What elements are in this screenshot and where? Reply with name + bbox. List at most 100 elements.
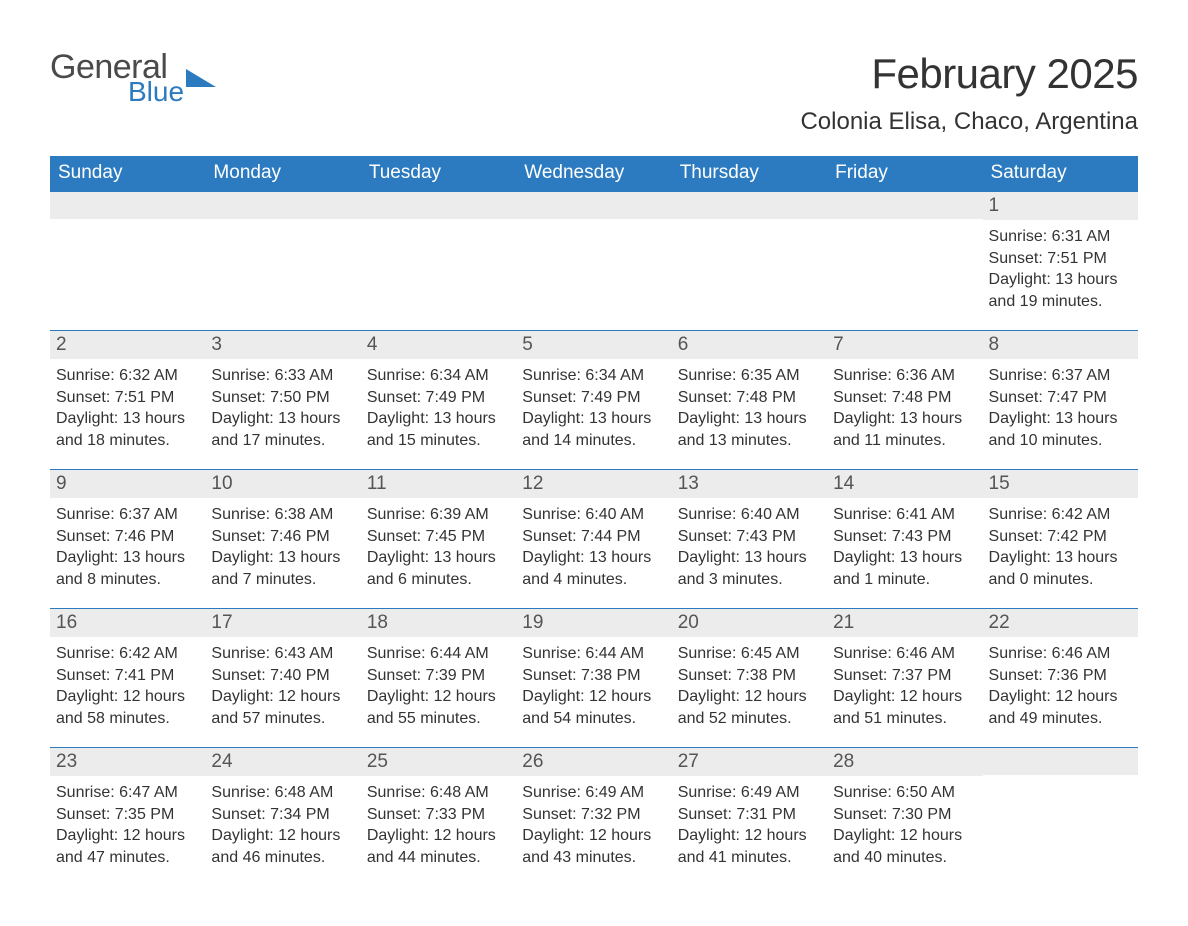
day-cell-empty: [672, 192, 827, 330]
sunset-line: Sunset: 7:38 PM: [678, 665, 821, 687]
day-number: 18: [361, 609, 516, 637]
daylight-line: Daylight: 13 hours and 13 minutes.: [678, 408, 821, 451]
sunset-line: Sunset: 7:45 PM: [367, 526, 510, 548]
day-cell: 9Sunrise: 6:37 AMSunset: 7:46 PMDaylight…: [50, 470, 205, 608]
day-number: [672, 192, 827, 219]
day-cell: 6Sunrise: 6:35 AMSunset: 7:48 PMDaylight…: [672, 331, 827, 469]
sunrise-line: Sunrise: 6:49 AM: [522, 782, 665, 804]
day-content: Sunrise: 6:48 AMSunset: 7:33 PMDaylight:…: [367, 782, 510, 868]
title-block: February 2025 Colonia Elisa, Chaco, Arge…: [800, 50, 1138, 136]
weekday-header-row: Sunday Monday Tuesday Wednesday Thursday…: [50, 156, 1138, 192]
sunset-line: Sunset: 7:32 PM: [522, 804, 665, 826]
day-number: 11: [361, 470, 516, 498]
day-cell: 19 Sunrise: 6:44 AMSunset: 7:38 PMDayligh…: [516, 609, 671, 747]
sunrise-line: Sunrise: 6:42 AM: [56, 643, 199, 665]
day-number: 1: [983, 192, 1138, 220]
header: General Blue February 2025 Colonia Elisa…: [50, 50, 1138, 136]
day-content: Sunrise: 6:49 AMSunset: 7:32 PMDaylight:…: [522, 782, 665, 868]
day-content: Sunrise: 6:44 AMSunset: 7:39 PMDaylight:…: [367, 643, 510, 729]
day-number: 16: [50, 609, 205, 637]
sunset-line: Sunset: 7:34 PM: [211, 804, 354, 826]
sunrise-line: Sunrise: 6:38 AM: [211, 504, 354, 526]
day-content: Sunrise: 6:34 AMSunset: 7:49 PMDaylight:…: [522, 365, 665, 451]
daylight-line: Daylight: 12 hours and 40 minutes.: [833, 825, 976, 868]
daylight-line: Daylight: 13 hours and 0 minutes.: [989, 547, 1132, 590]
week-row: 16Sunrise: 6:42 AMSunset: 7:41 PMDayligh…: [50, 608, 1138, 747]
day-content: Sunrise: 6:48 AMSunset: 7:34 PMDaylight:…: [211, 782, 354, 868]
day-cell: 11 Sunrise: 6:39 AMSunset: 7:45 PMDayligh…: [361, 470, 516, 608]
daylight-line: Daylight: 12 hours and 44 minutes.: [367, 825, 510, 868]
sunset-line: Sunset: 7:42 PM: [989, 526, 1132, 548]
day-content: Sunrise: 6:44 AMSunset: 7:38 PMDaylight:…: [522, 643, 665, 729]
day-content: Sunrise: 6:42 AMSunset: 7:42 PMDaylight:…: [989, 504, 1132, 590]
day-cell: 20Sunrise: 6:45 AMSunset: 7:38 PMDayligh…: [672, 609, 827, 747]
daylight-line: Daylight: 13 hours and 3 minutes.: [678, 547, 821, 590]
sunrise-line: Sunrise: 6:34 AM: [367, 365, 510, 387]
daylight-line: Daylight: 12 hours and 46 minutes.: [211, 825, 354, 868]
weekday-header: Sunday: [50, 156, 205, 192]
daylight-line: Daylight: 13 hours and 4 minutes.: [522, 547, 665, 590]
day-number: [50, 192, 205, 219]
day-number: 7: [827, 331, 982, 359]
day-content: Sunrise: 6:40 AMSunset: 7:44 PMDaylight:…: [522, 504, 665, 590]
day-cell: 17Sunrise: 6:43 AMSunset: 7:40 PMDayligh…: [205, 609, 360, 747]
day-cell: 23Sunrise: 6:47 AMSunset: 7:35 PMDayligh…: [50, 748, 205, 886]
day-number: 25: [361, 748, 516, 776]
sunrise-line: Sunrise: 6:41 AM: [833, 504, 976, 526]
day-content: Sunrise: 6:39 AMSunset: 7:45 PMDaylight:…: [367, 504, 510, 590]
daylight-line: Daylight: 12 hours and 41 minutes.: [678, 825, 821, 868]
sunrise-line: Sunrise: 6:36 AM: [833, 365, 976, 387]
day-cell: 22Sunrise: 6:46 AMSunset: 7:36 PMDayligh…: [983, 609, 1138, 747]
day-content: Sunrise: 6:40 AMSunset: 7:43 PMDaylight:…: [678, 504, 821, 590]
day-content: Sunrise: 6:46 AMSunset: 7:37 PMDaylight:…: [833, 643, 976, 729]
daylight-line: Daylight: 13 hours and 7 minutes.: [211, 547, 354, 590]
day-content: Sunrise: 6:37 AMSunset: 7:46 PMDaylight:…: [56, 504, 199, 590]
day-content: Sunrise: 6:33 AMSunset: 7:50 PMDaylight:…: [211, 365, 354, 451]
day-cell: 4Sunrise: 6:34 AMSunset: 7:49 PMDaylight…: [361, 331, 516, 469]
daylight-line: Daylight: 13 hours and 1 minute.: [833, 547, 976, 590]
sunrise-line: Sunrise: 6:32 AM: [56, 365, 199, 387]
day-number: 17: [205, 609, 360, 637]
sunset-line: Sunset: 7:51 PM: [989, 248, 1132, 270]
sunset-line: Sunset: 7:44 PM: [522, 526, 665, 548]
daylight-line: Daylight: 13 hours and 19 minutes.: [989, 269, 1132, 312]
sunrise-line: Sunrise: 6:44 AM: [367, 643, 510, 665]
week-row: 1 Sunrise: 6:31 AMSunset: 7:51 PMDaylight…: [50, 192, 1138, 330]
sunrise-line: Sunrise: 6:37 AM: [989, 365, 1132, 387]
day-number: 21: [827, 609, 982, 637]
sunrise-line: Sunrise: 6:46 AM: [989, 643, 1132, 665]
sunrise-line: Sunrise: 6:50 AM: [833, 782, 976, 804]
day-cell: 3 Sunrise: 6:33 AMSunset: 7:50 PMDaylight…: [205, 331, 360, 469]
day-number: 26: [516, 748, 671, 776]
daylight-line: Daylight: 13 hours and 18 minutes.: [56, 408, 199, 451]
day-number: 3: [205, 331, 360, 359]
daylight-line: Daylight: 13 hours and 17 minutes.: [211, 408, 354, 451]
calendar: Sunday Monday Tuesday Wednesday Thursday…: [50, 156, 1138, 886]
day-content: Sunrise: 6:45 AMSunset: 7:38 PMDaylight:…: [678, 643, 821, 729]
day-cell: 1 Sunrise: 6:31 AMSunset: 7:51 PMDaylight…: [983, 192, 1138, 330]
sunrise-line: Sunrise: 6:37 AM: [56, 504, 199, 526]
sunrise-line: Sunrise: 6:49 AM: [678, 782, 821, 804]
sunrise-line: Sunrise: 6:48 AM: [367, 782, 510, 804]
sunrise-line: Sunrise: 6:31 AM: [989, 226, 1132, 248]
day-cell-empty: [516, 192, 671, 330]
day-content: Sunrise: 6:31 AMSunset: 7:51 PMDaylight:…: [989, 226, 1132, 312]
sunset-line: Sunset: 7:35 PM: [56, 804, 199, 826]
day-cell-empty: [983, 748, 1138, 886]
sunset-line: Sunset: 7:41 PM: [56, 665, 199, 687]
day-content: Sunrise: 6:34 AMSunset: 7:49 PMDaylight:…: [367, 365, 510, 451]
day-number: 2: [50, 331, 205, 359]
sunset-line: Sunset: 7:48 PM: [678, 387, 821, 409]
day-cell: 21 Sunrise: 6:46 AMSunset: 7:37 PMDayligh…: [827, 609, 982, 747]
day-cell: 26 Sunrise: 6:49 AMSunset: 7:32 PMDayligh…: [516, 748, 671, 886]
day-number: 19: [516, 609, 671, 637]
sunset-line: Sunset: 7:30 PM: [833, 804, 976, 826]
sunrise-line: Sunrise: 6:42 AM: [989, 504, 1132, 526]
sunset-line: Sunset: 7:48 PM: [833, 387, 976, 409]
sunset-line: Sunset: 7:50 PM: [211, 387, 354, 409]
sunrise-line: Sunrise: 6:48 AM: [211, 782, 354, 804]
sunset-line: Sunset: 7:33 PM: [367, 804, 510, 826]
sunrise-line: Sunrise: 6:39 AM: [367, 504, 510, 526]
daylight-line: Daylight: 12 hours and 47 minutes.: [56, 825, 199, 868]
daylight-line: Daylight: 13 hours and 11 minutes.: [833, 408, 976, 451]
